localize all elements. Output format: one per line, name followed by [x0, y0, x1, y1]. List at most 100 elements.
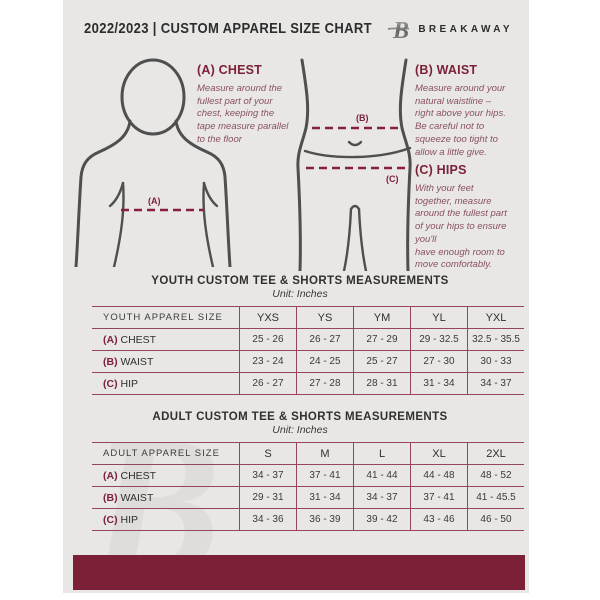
breakaway-b-logo-icon: B — [388, 18, 409, 42]
measurement-value-cell: 41 - 45.5 — [467, 486, 524, 509]
size-column-header: YXS — [239, 306, 297, 329]
figure-right-inner-leg — [357, 207, 368, 271]
measurement-value-cell: 34 - 37 — [467, 372, 524, 395]
measurement-value-cell: 34 - 37 — [353, 486, 411, 509]
measurement-value-cell: 31 - 34 — [410, 372, 468, 395]
size-column-header: S — [239, 442, 297, 465]
measurement-letter-prefix: (B) — [103, 355, 118, 368]
figure-head — [120, 58, 186, 136]
waist-instruction-block: (B) WAIST Measure around your natural wa… — [415, 63, 529, 159]
measurement-row: (C) HIP 26 - 27 27 - 28 28 - 31 31 - 34 34 - … — [92, 372, 524, 395]
measurement-letter-prefix: (B) — [103, 491, 118, 504]
adult-size-label-header: ADULT APPAREL SIZE — [92, 442, 240, 465]
measurement-letter-prefix: (A) — [103, 469, 118, 482]
brand-lockup: B BREAKAWAY — [387, 16, 513, 42]
size-column-header: YL — [410, 306, 468, 329]
figure-hip-curve — [303, 146, 412, 159]
measurement-value-cell: 28 - 31 — [353, 372, 411, 395]
measurement-value-cell: 44 - 48 — [410, 464, 468, 487]
chest-measure-label: (A) — [148, 196, 161, 206]
measurement-label: (C) HIP — [92, 508, 240, 531]
measurement-value-cell: 34 - 37 — [239, 464, 297, 487]
waist-instruction-text: Measure around your natural waistline – … — [415, 83, 506, 158]
page-title: 2022/2023 | CUSTOM APPAREL SIZE CHART — [84, 20, 372, 37]
measurement-row: (A) CHEST 25 - 26 26 - 27 27 - 29 29 - 32.5 3… — [92, 328, 524, 351]
measurement-letter-prefix: (A) — [103, 333, 118, 346]
measurement-value-cell: 48 - 52 — [467, 464, 524, 487]
hips-instruction-heading: (C) HIPS — [415, 163, 467, 177]
measurement-value-cell: 27 - 28 — [296, 372, 354, 395]
measurement-value-cell: 31 - 34 — [296, 486, 354, 509]
size-column-header: 2XL — [467, 442, 524, 465]
table-header-row: ADULT APPAREL SIZE S M L XL 2XL — [92, 442, 524, 465]
svg-text:B: B — [392, 18, 409, 42]
measurement-value-cell: 25 - 26 — [239, 328, 297, 351]
figure-right-armpit — [202, 181, 219, 208]
size-column-header: YM — [353, 306, 411, 329]
measurement-value-cell: 30 - 33 — [467, 350, 524, 373]
measurement-value-cell: 25 - 27 — [353, 350, 411, 373]
measurement-label: (B) WAIST — [92, 486, 240, 509]
waist-measure-label: (B) — [356, 113, 369, 123]
figure-right-shoulder-arm — [174, 119, 232, 267]
brand-name: BREAKAWAY — [418, 23, 513, 35]
header: 2022/2023 | CUSTOM APPAREL SIZE CHART B … — [63, 0, 529, 50]
figure-right-side — [398, 58, 412, 271]
measurement-value-cell: 43 - 46 — [410, 508, 468, 531]
measurement-value-cell: 37 - 41 — [410, 486, 468, 509]
torso-figure-illustration: (A) — [74, 58, 232, 267]
size-column-header: L — [353, 442, 411, 465]
measurement-row: (A) CHEST 34 - 37 37 - 41 41 - 44 44 - 48 48 … — [92, 464, 524, 487]
hips-instruction-block: (C) HIPS With your feet together, measur… — [415, 163, 531, 272]
chest-instruction-text: Measure around the fullest part of your … — [197, 83, 289, 145]
size-column-header: YXL — [467, 306, 524, 329]
adult-size-table: ADULT APPAREL SIZE S M L XL 2XL (A) CHEST 34 - … — [92, 442, 524, 531]
hips-measure-label: (C) — [386, 174, 399, 184]
measurement-value-cell: 39 - 42 — [353, 508, 411, 531]
measurement-value-cell: 34 - 36 — [239, 508, 297, 531]
chest-instruction-block: (A) CHEST Measure around the fullest par… — [197, 63, 309, 147]
measurement-label: (C) HIP — [92, 372, 240, 395]
measurement-value-cell: 29 - 32.5 — [410, 328, 468, 351]
measurement-value-cell: 46 - 50 — [467, 508, 524, 531]
figure-left-shoulder-arm — [74, 119, 132, 267]
size-column-header: XL — [410, 442, 468, 465]
measurement-value-cell: 26 - 27 — [296, 328, 354, 351]
hips-instruction-text: With your feet together, measure around … — [415, 183, 507, 271]
measurement-row: (B) WAIST 29 - 31 31 - 34 34 - 37 37 - 41 41 … — [92, 486, 524, 509]
measurement-value-cell: 27 - 29 — [353, 328, 411, 351]
measurement-label: (A) CHEST — [92, 464, 240, 487]
measurement-value-cell: 27 - 30 — [410, 350, 468, 373]
table-header-row: YOUTH APPAREL SIZE YXS YS YM YL YXL — [92, 306, 524, 329]
measurement-value-cell: 32.5 - 35.5 — [467, 328, 524, 351]
measurement-label: (B) WAIST — [92, 350, 240, 373]
figure-left-side — [296, 58, 310, 271]
youth-size-table: YOUTH APPAREL SIZE YXS YS YM YL YXL (A) CHEST 2… — [92, 306, 524, 395]
measurement-value-cell: 24 - 25 — [296, 350, 354, 373]
measurement-value-cell: 36 - 39 — [296, 508, 354, 531]
footer-accent-bar — [73, 555, 525, 590]
measurement-value-cell: 29 - 31 — [239, 486, 297, 509]
waist-instruction-heading: (B) WAIST — [415, 63, 478, 77]
measurement-value-cell: 26 - 27 — [239, 372, 297, 395]
figure-right-inner-arm — [202, 181, 215, 267]
measurement-row: (B) WAIST 23 - 24 24 - 25 25 - 27 27 - 30 30 … — [92, 350, 524, 373]
chest-instruction-heading: (A) CHEST — [197, 63, 262, 77]
figure-left-inner-leg — [342, 207, 353, 271]
figure-left-armpit — [108, 181, 125, 208]
measurement-row: (C) HIP 34 - 36 36 - 39 39 - 42 43 - 46 46 - … — [92, 508, 524, 531]
measurement-letter-prefix: (C) — [103, 377, 118, 390]
youth-size-label-header: YOUTH APPAREL SIZE — [92, 306, 240, 329]
youth-table-title: YOUTH CUSTOM TEE & SHORTS MEASUREMENTS — [151, 275, 449, 287]
measurement-label: (A) CHEST — [92, 328, 240, 351]
youth-measurements-section: YOUTH CUSTOM TEE & SHORTS MEASUREMENTS U… — [92, 274, 524, 395]
measurement-value-cell: 37 - 41 — [296, 464, 354, 487]
size-column-header: M — [296, 442, 354, 465]
document-canvas: B 2022/2023 | CUSTOM APPAREL SIZE CHART … — [63, 0, 531, 600]
size-column-header: YS — [296, 306, 354, 329]
adult-table-unit: Unit: Inches — [272, 424, 328, 436]
measurement-value-cell: 23 - 24 — [239, 350, 297, 373]
measurement-letter-prefix: (C) — [103, 513, 118, 526]
youth-table-unit: Unit: Inches — [272, 288, 328, 300]
